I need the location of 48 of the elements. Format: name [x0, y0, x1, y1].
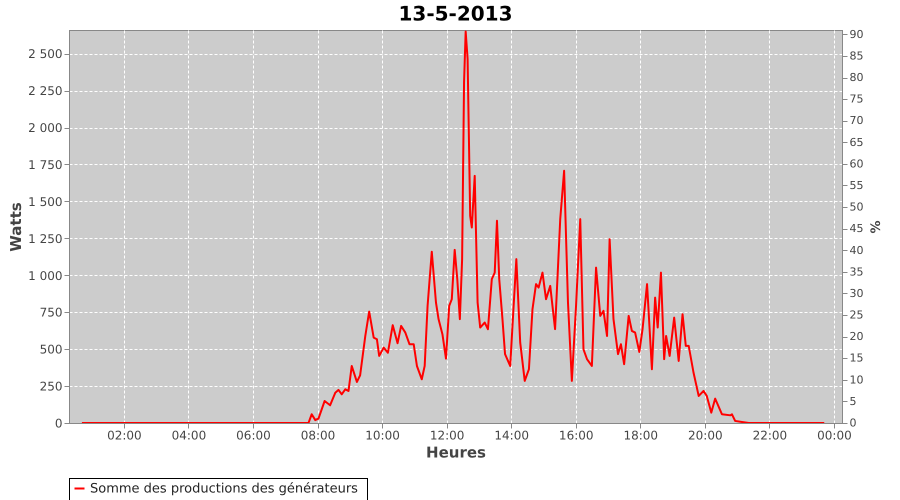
y2-tick-label: 45 [850, 222, 864, 236]
y2-tick-label: 60 [850, 157, 864, 170]
y-axis-title: Watts [7, 202, 26, 252]
x-tick-label: 14:00 [494, 428, 529, 442]
y2-tick-label: 85 [850, 49, 864, 62]
y2-tick-label: 20 [850, 330, 864, 344]
x-tick-label: 22:00 [752, 428, 788, 442]
y2-tick-label: 0 [850, 416, 856, 430]
x-tick-label: 12:00 [430, 428, 464, 442]
y-tick-label: 2 500 [28, 47, 62, 62]
y2-axis-title: % [866, 220, 882, 234]
x-tick-label: 04:00 [172, 428, 206, 442]
y2-tick-label: 80 [850, 71, 864, 84]
y-tick-label: 250 [40, 380, 62, 394]
x-tick-label: 16:00 [558, 428, 594, 442]
y2-tick-label: 15 [850, 352, 864, 365]
x-tick-label: 00:00 [817, 428, 852, 442]
legend-label: Somme des productions des générateurs [90, 482, 358, 496]
y-tick-label: 2 000 [28, 121, 62, 136]
y2-tick-label: 65 [850, 136, 864, 149]
y-tick-label: 1 500 [28, 194, 62, 209]
y2-tick-label: 5 [850, 394, 856, 408]
x-tick-label: 02:00 [107, 428, 142, 442]
y2-tick-label: 50 [850, 200, 864, 214]
y-tick-label: 0 [54, 416, 62, 430]
x-tick-label: 10:00 [365, 428, 400, 442]
y2-tick-label: 30 [850, 286, 864, 300]
y2-tick-label: 70 [850, 114, 864, 128]
x-tick-label: 18:00 [623, 428, 658, 442]
line-series [80, 30, 826, 423]
y-tick-label: 500 [40, 342, 62, 357]
x-axis-title: Heures [426, 444, 486, 462]
y2-tick-label: 25 [850, 308, 864, 322]
y-tick-label: 1 000 [28, 268, 62, 283]
x-tick-label: 20:00 [688, 428, 723, 442]
y2-tick-label: 90 [850, 28, 864, 41]
x-tick-label: 06:00 [236, 428, 271, 442]
y-tick-label: 2 250 [28, 84, 62, 98]
y2-tick-label: 40 [850, 244, 864, 257]
y-tick-label: 750 [40, 306, 62, 320]
y2-tick-label: 55 [850, 178, 864, 192]
x-tick-label: 08:00 [300, 428, 336, 442]
chart-title: 13-5-2013 [398, 1, 513, 26]
y-tick-label: 1 750 [28, 158, 62, 172]
y-tick-label: 1 250 [28, 232, 62, 246]
y2-tick-label: 75 [850, 92, 864, 106]
y2-tick-label: 10 [850, 373, 864, 386]
y2-tick-label: 35 [850, 265, 864, 278]
